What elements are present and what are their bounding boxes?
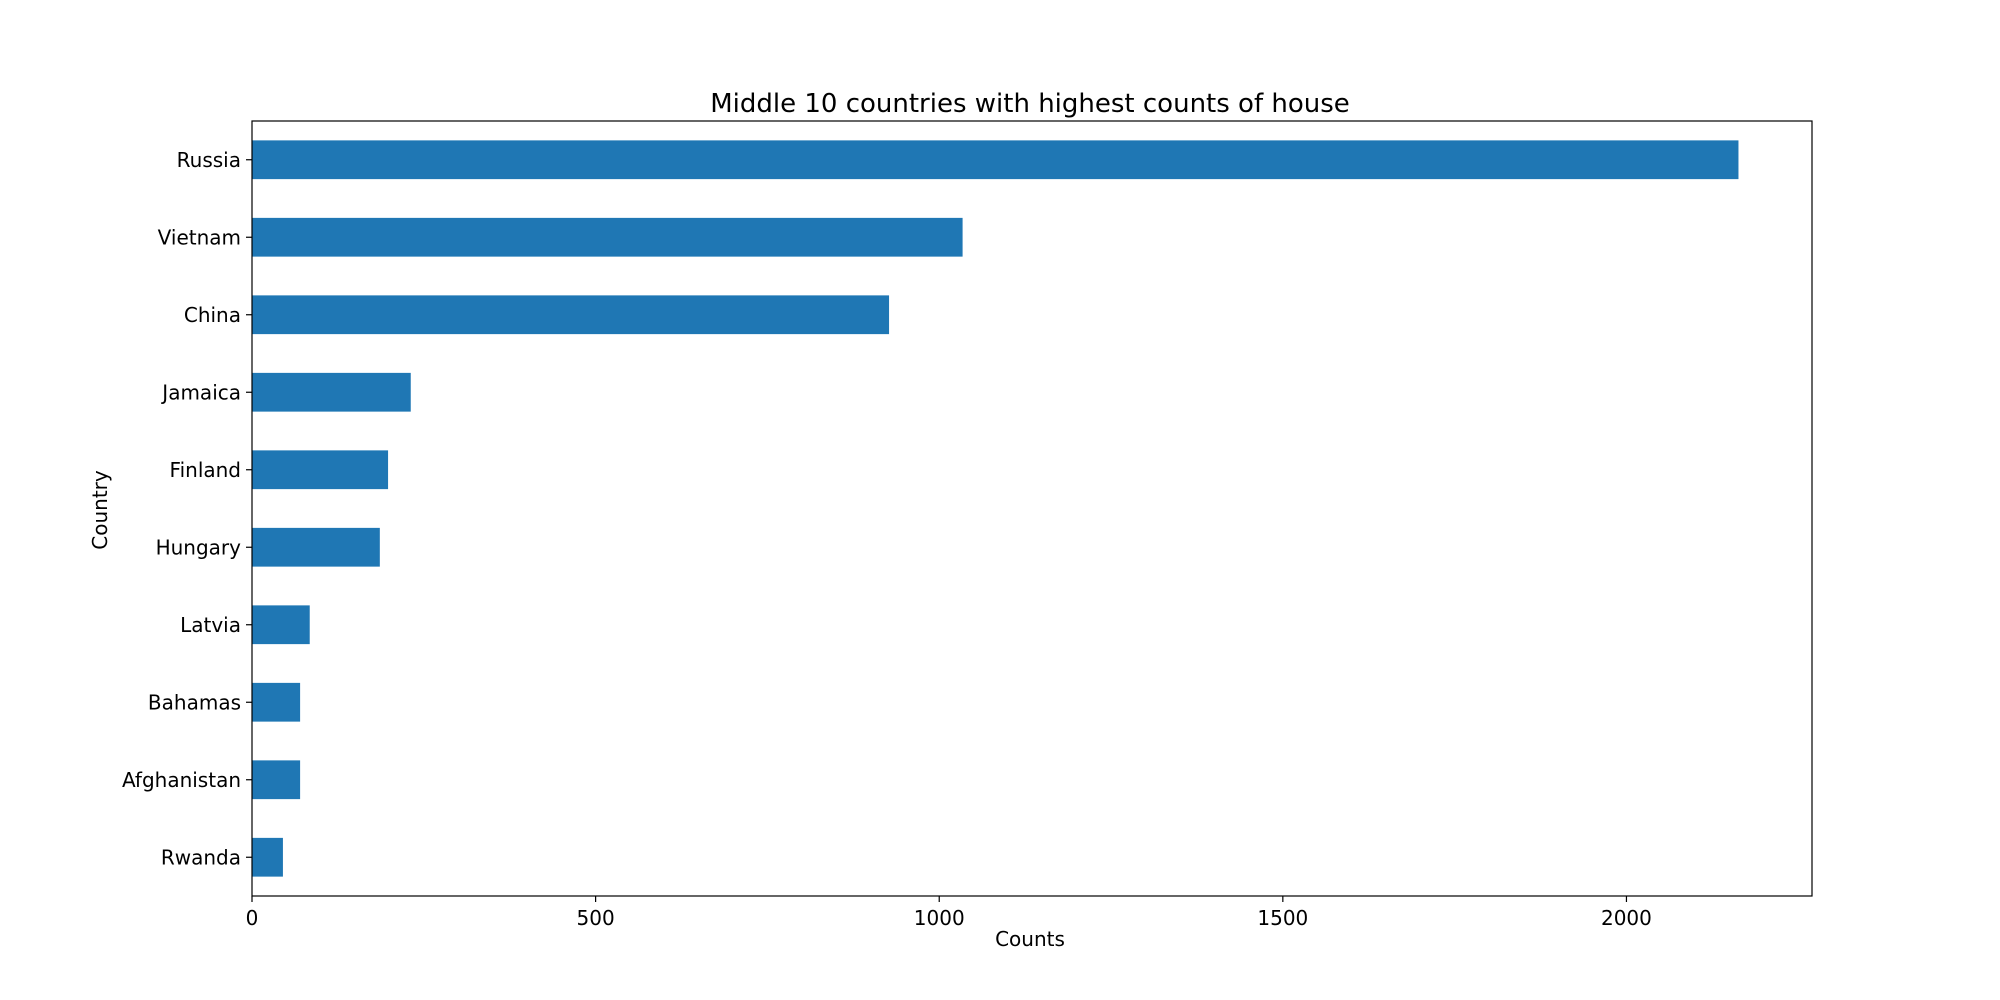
y-axis-label: Country (88, 470, 112, 550)
chart-title: Middle 10 countries with highest counts … (710, 89, 1350, 119)
y-tick-label: Russia (177, 148, 241, 172)
x-axis-ticks: 0 500 1000 1500 2000 (246, 896, 1652, 930)
bar-russia (252, 140, 1739, 180)
y-tick-label: Afghanistan (122, 768, 241, 792)
x-tick-label: 1000 (914, 906, 965, 930)
x-tick-label: 500 (577, 906, 615, 930)
y-tick-label: Vietnam (158, 225, 241, 249)
y-tick-label: Hungary (156, 535, 242, 559)
bar-finland (252, 450, 389, 490)
y-tick-label: Bahamas (148, 690, 241, 714)
x-tick-label: 2000 (1601, 906, 1652, 930)
bar-bahamas (252, 682, 301, 722)
bar-latvia (252, 605, 310, 645)
x-tick-label: 1500 (1257, 906, 1308, 930)
bars-group (252, 140, 1739, 877)
y-tick-label: Finland (170, 458, 241, 482)
bar-china (252, 295, 890, 335)
bar-jamaica (252, 372, 411, 412)
bar-rwanda (252, 837, 283, 877)
y-tick-label: Rwanda (161, 845, 241, 869)
plot-frame (251, 120, 1813, 897)
y-tick-label: Latvia (180, 613, 241, 637)
bar-vietnam (252, 217, 963, 257)
x-axis-label: Counts (995, 927, 1065, 951)
bar-hungary (252, 527, 380, 567)
y-axis-ticks: Russia Vietnam China Jamaica Finland Hungary L… (122, 148, 252, 869)
y-tick-label: Jamaica (160, 380, 241, 404)
bar-afghanistan (252, 760, 301, 800)
y-tick-label: China (184, 303, 241, 327)
x-tick-label: 0 (246, 906, 259, 930)
